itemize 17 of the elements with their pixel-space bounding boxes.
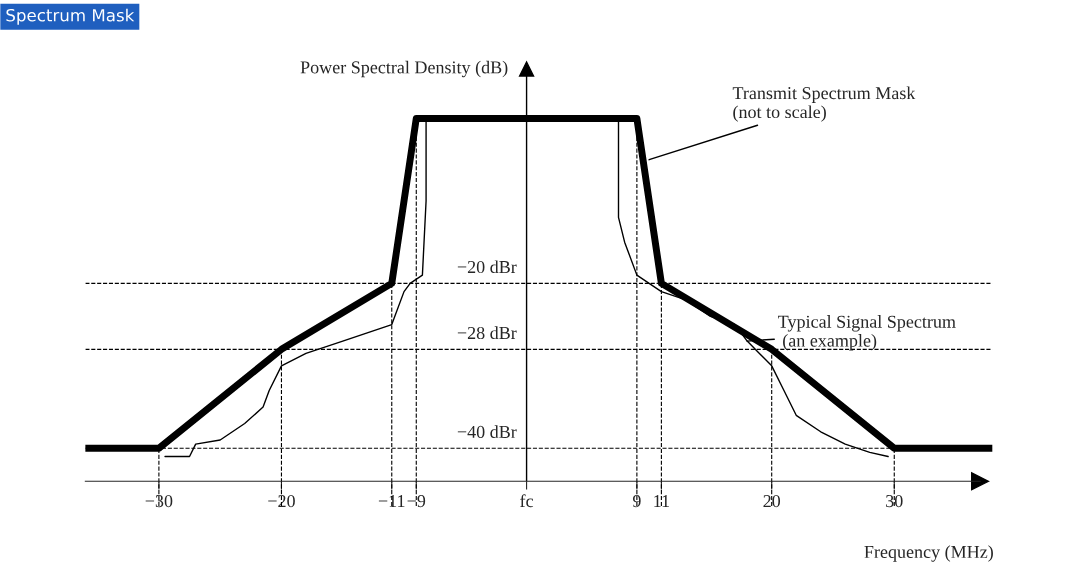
ref-line-label: −20 dBr [457, 260, 517, 274]
x-tick-label: 30 [886, 494, 903, 508]
ref-line-label: −28 dBr [457, 326, 517, 340]
annotation: Transmit Spectrum Mask (not to scale) [732, 86, 916, 122]
ref-line-label: −40 dBr [457, 425, 517, 439]
x-tick-label: −20 [268, 494, 295, 508]
x-tick-label: −11 [378, 495, 405, 507]
x-tick-label: −30 [145, 494, 173, 508]
x-tick-label: 11 [654, 495, 669, 507]
x-tick-label: −9 [407, 495, 426, 508]
x-tick-label: fc [520, 494, 534, 508]
x-axis-title: Frequency (MHz) [864, 545, 993, 562]
x-tick-label: 9 [632, 495, 641, 508]
chart-title: Spectrum Mask [6, 8, 135, 25]
x-tick-label: 20 [763, 494, 781, 508]
y-axis-title: Power Spectral Density (dB) [300, 60, 508, 78]
annotation: Typical Signal Spectrum (an example) [778, 315, 956, 351]
